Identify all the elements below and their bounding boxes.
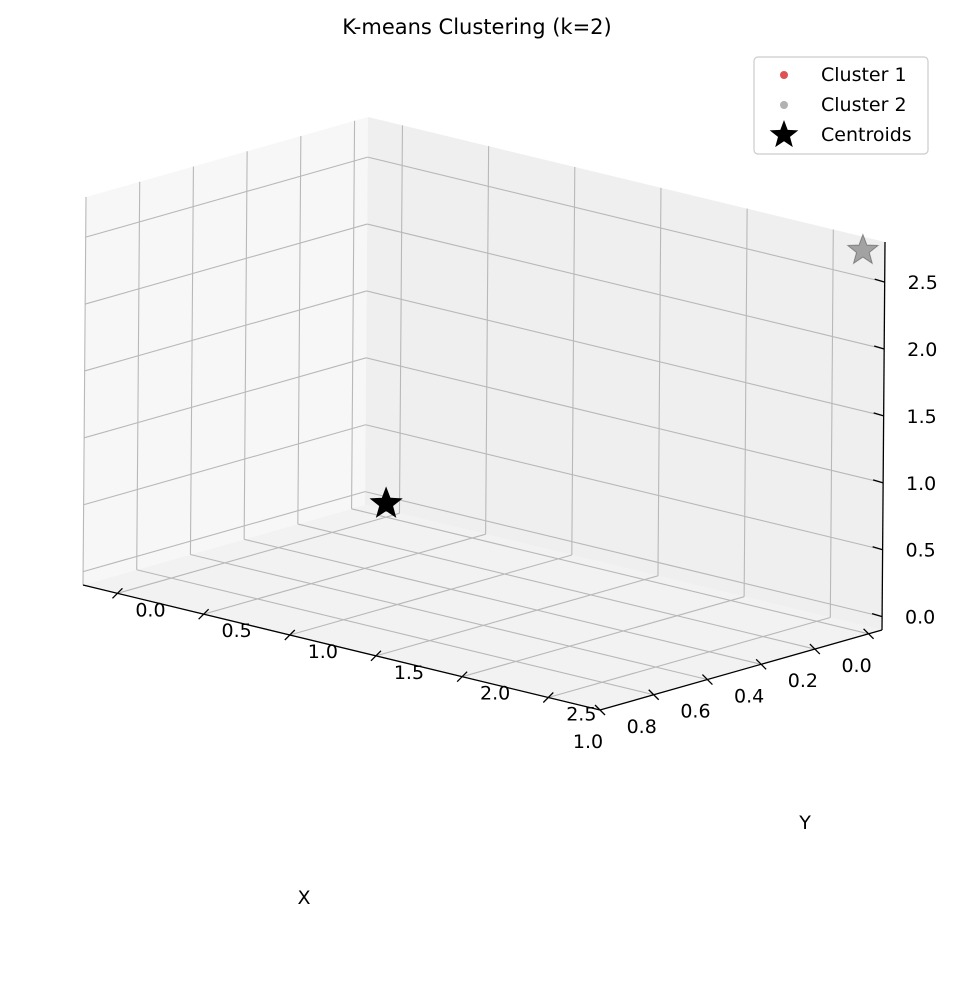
y-tick-mark — [284, 629, 296, 641]
y-tick-mark — [370, 650, 382, 662]
grid-line-z-back — [366, 290, 884, 417]
z-tick-mark — [874, 278, 885, 283]
grid-line-y-floor — [375, 575, 659, 657]
z-tick-label: 1.0 — [906, 473, 936, 495]
legend-label-cluster-1: Cluster 1 — [821, 64, 907, 86]
grid-line-z-back — [365, 424, 883, 551]
centroid-marker — [369, 486, 403, 518]
legend-label-centroids: Centroids — [821, 124, 912, 146]
grid-line-z-left — [82, 491, 366, 573]
grid-line-y-back — [743, 208, 748, 597]
z-axis-line — [881, 241, 886, 631]
centroid-marker — [846, 232, 880, 265]
y-tick-mark — [112, 587, 123, 599]
grid-line-z-back — [367, 156, 885, 283]
x-tick-mark — [755, 658, 767, 670]
axis-lines — [82, 241, 886, 711]
grid-line-x-floor — [190, 553, 708, 681]
y-tick-label: 0.5 — [222, 620, 252, 642]
x-tick-mark — [701, 674, 713, 685]
y-axis-line — [82, 584, 601, 711]
grid-line-x-floor — [244, 538, 762, 665]
y-tick-mark — [542, 692, 554, 703]
z-tick-label: 2.5 — [908, 272, 938, 294]
x-tick-label: 0.0 — [841, 655, 871, 677]
floor-pane — [83, 505, 882, 710]
grid-line-y-floor — [461, 596, 745, 678]
z-tick-label: 0.5 — [906, 540, 936, 562]
grid-line-z-back — [367, 223, 885, 350]
z-tick-mark — [871, 612, 883, 618]
grid-line-z-left — [83, 357, 367, 439]
x-tick-label: 0.8 — [627, 716, 657, 738]
y-tick-label: 2.0 — [480, 683, 510, 705]
grid-line-x-floor — [351, 508, 869, 635]
legend: Cluster 1 Cluster 2 Centroids — [753, 56, 929, 155]
y-tick-label: 1.0 — [308, 641, 338, 663]
grid-line-x-left — [351, 120, 356, 509]
grid-line-y-floor — [548, 616, 831, 699]
grid-line-z-left — [84, 290, 367, 372]
x-axis-label: X — [297, 887, 310, 909]
grid-line-z-back — [364, 491, 883, 618]
legend-box — [753, 56, 929, 155]
tick-marks: 0.0 0.2 0.4 0.6 0.8 1.0 0.0 0.5 1.0 1.5 2.0 2.5 0.0 0… — [112, 272, 938, 753]
grid-line-y-back — [485, 146, 490, 535]
y-tick-label: 1.5 — [394, 662, 424, 684]
x-tick-label: 0.6 — [680, 701, 710, 723]
axis-panes — [83, 117, 885, 710]
grid-line-y-back — [657, 187, 662, 576]
z-tick-mark — [873, 412, 884, 417]
grid-line-z-left — [85, 223, 368, 305]
grid-line-y-floor — [117, 512, 400, 594]
data-marks — [369, 232, 880, 518]
z-tick-mark — [873, 345, 885, 350]
grid-line-y-back — [829, 229, 834, 618]
grid-line-y-floor — [203, 533, 486, 615]
x-tick-mark — [648, 689, 660, 701]
x-tick-label: 0.2 — [788, 670, 818, 692]
grid-line-y-back — [571, 166, 576, 556]
x-tick-mark — [809, 643, 821, 655]
x-tick-label: 1.0 — [573, 731, 603, 753]
back-pane — [365, 117, 885, 630]
grid-line-z-left — [85, 156, 368, 238]
z-tick-label: 1.5 — [907, 406, 937, 428]
legend-marker-cluster-1 — [780, 71, 788, 79]
x-axis-line — [599, 629, 883, 711]
chart-title: K-means Clustering (k=2) — [342, 15, 612, 39]
grid-line-x-left — [297, 136, 302, 525]
legend-marker-cluster-2 — [780, 101, 788, 109]
y-axis-label: Y — [798, 812, 811, 834]
legend-label-cluster-2: Cluster 2 — [821, 94, 907, 116]
grid-line-x-left — [189, 166, 194, 555]
y-tick-label: 2.5 — [566, 704, 596, 726]
grid-line-y-back — [398, 125, 404, 514]
x-tick-mark — [594, 704, 606, 716]
left-pane — [83, 117, 368, 585]
grid-line-y-floor — [289, 554, 572, 636]
grid-line-x-left — [243, 151, 248, 540]
z-tick-label: 2.0 — [907, 339, 937, 361]
z-tick-label: 0.0 — [905, 607, 935, 629]
grid-line-x-left — [136, 181, 141, 570]
x-tick-label: 0.4 — [734, 685, 764, 707]
x-tick-mark — [863, 628, 875, 640]
y-tick-mark — [198, 608, 210, 620]
y-tick-label: 0.0 — [135, 599, 165, 621]
grid-line-x-floor — [136, 569, 654, 696]
z-tick-mark — [872, 479, 884, 484]
z-tick-mark — [872, 546, 883, 551]
legend-marker-centroids — [769, 120, 799, 148]
grid-line-z-back — [366, 357, 884, 484]
grid-line-x-floor — [297, 523, 815, 650]
y-tick-mark — [456, 671, 468, 683]
grid-line-z-left — [83, 424, 366, 506]
grid-line-x-left — [82, 196, 87, 586]
